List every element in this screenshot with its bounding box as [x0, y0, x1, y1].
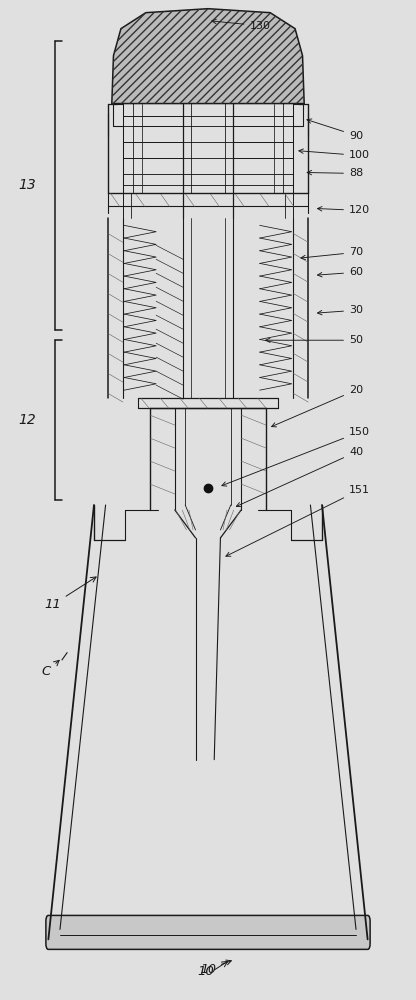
Text: 20: 20	[272, 385, 363, 427]
Text: 151: 151	[226, 485, 370, 556]
Text: 130: 130	[212, 19, 270, 31]
Text: 120: 120	[317, 205, 370, 215]
Text: 88: 88	[307, 168, 363, 178]
Text: 50: 50	[266, 335, 363, 345]
Text: C: C	[42, 660, 59, 678]
Text: 150: 150	[222, 427, 370, 486]
Text: 10: 10	[200, 960, 231, 976]
Text: 30: 30	[317, 305, 363, 315]
Text: 13: 13	[19, 178, 37, 192]
Text: 70: 70	[301, 247, 363, 260]
Text: 90: 90	[307, 119, 363, 141]
Text: 12: 12	[19, 413, 37, 427]
Text: 10: 10	[198, 965, 214, 978]
Text: 100: 100	[299, 149, 370, 160]
Text: 40: 40	[236, 447, 363, 507]
Text: 11: 11	[44, 577, 96, 611]
Polygon shape	[112, 9, 304, 104]
Text: 60: 60	[317, 267, 363, 277]
FancyBboxPatch shape	[46, 915, 370, 949]
